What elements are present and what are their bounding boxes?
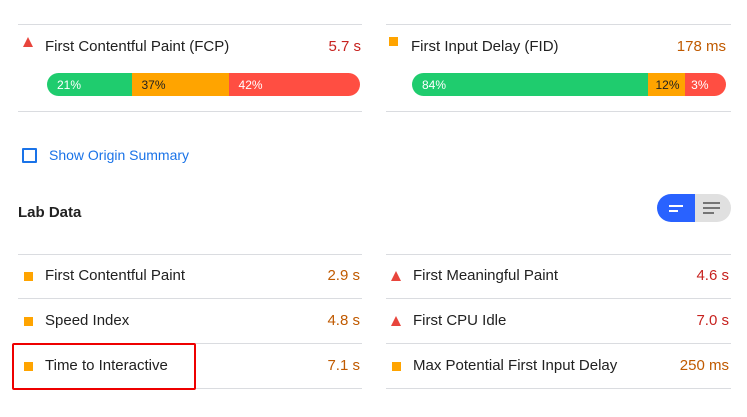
highlight-box	[12, 343, 196, 390]
distribution-bar: 84% 12% 3%	[412, 73, 726, 96]
metric-value: 5.7 s	[328, 38, 361, 55]
checkbox-icon[interactable]	[22, 147, 37, 163]
divider	[18, 24, 362, 25]
metric-label: First Contentful Paint (FCP)	[45, 38, 230, 55]
poor-segment: 42%	[228, 73, 360, 96]
average-segment: 37%	[131, 73, 229, 96]
metric-label: First CPU Idle	[413, 312, 507, 329]
metric-label: Time to Interactive	[45, 357, 168, 374]
origin-summary-label[interactable]: Show Origin Summary	[49, 147, 190, 163]
square-icon	[24, 362, 33, 371]
poor-segment: 3%	[685, 73, 726, 96]
divider	[386, 111, 731, 112]
metric-label: Speed Index	[45, 312, 130, 329]
square-icon	[389, 37, 398, 46]
metric-value: 178 ms	[676, 38, 726, 55]
view-toggle[interactable]	[657, 194, 731, 222]
compact-view-button[interactable]	[657, 194, 695, 222]
lab-data-title: Lab Data	[18, 204, 82, 221]
metric-label: Max Potential First Input Delay	[413, 357, 618, 374]
square-icon	[24, 272, 33, 281]
divider	[386, 24, 731, 25]
triangle-icon	[391, 316, 401, 326]
distribution-bar: 21% 37% 42%	[47, 73, 360, 96]
metric-value: 250 ms	[679, 357, 729, 374]
triangle-icon	[391, 271, 401, 281]
metric-value: 4.8 s	[327, 312, 360, 329]
average-segment: 12%	[647, 73, 686, 96]
metric-value: 4.6 s	[696, 267, 729, 284]
metric-value: 2.9 s	[327, 267, 360, 284]
show-origin-summary-checkbox[interactable]: Show Origin Summary	[22, 147, 189, 163]
square-icon	[24, 317, 33, 326]
divider	[18, 298, 362, 299]
expanded-view-button[interactable]	[695, 194, 731, 222]
divider	[386, 343, 731, 344]
square-icon	[392, 362, 401, 371]
metric-value: 7.1 s	[327, 357, 360, 374]
metric-value: 7.0 s	[696, 312, 729, 329]
divider	[386, 388, 731, 389]
metric-label: First Contentful Paint	[45, 267, 186, 284]
good-segment: 84%	[412, 73, 648, 96]
divider	[18, 111, 362, 112]
good-segment: 21%	[47, 73, 132, 96]
divider	[386, 298, 731, 299]
metric-label: First Input Delay (FID)	[411, 38, 559, 55]
metric-label: First Meaningful Paint	[413, 267, 559, 284]
triangle-icon	[23, 37, 33, 47]
